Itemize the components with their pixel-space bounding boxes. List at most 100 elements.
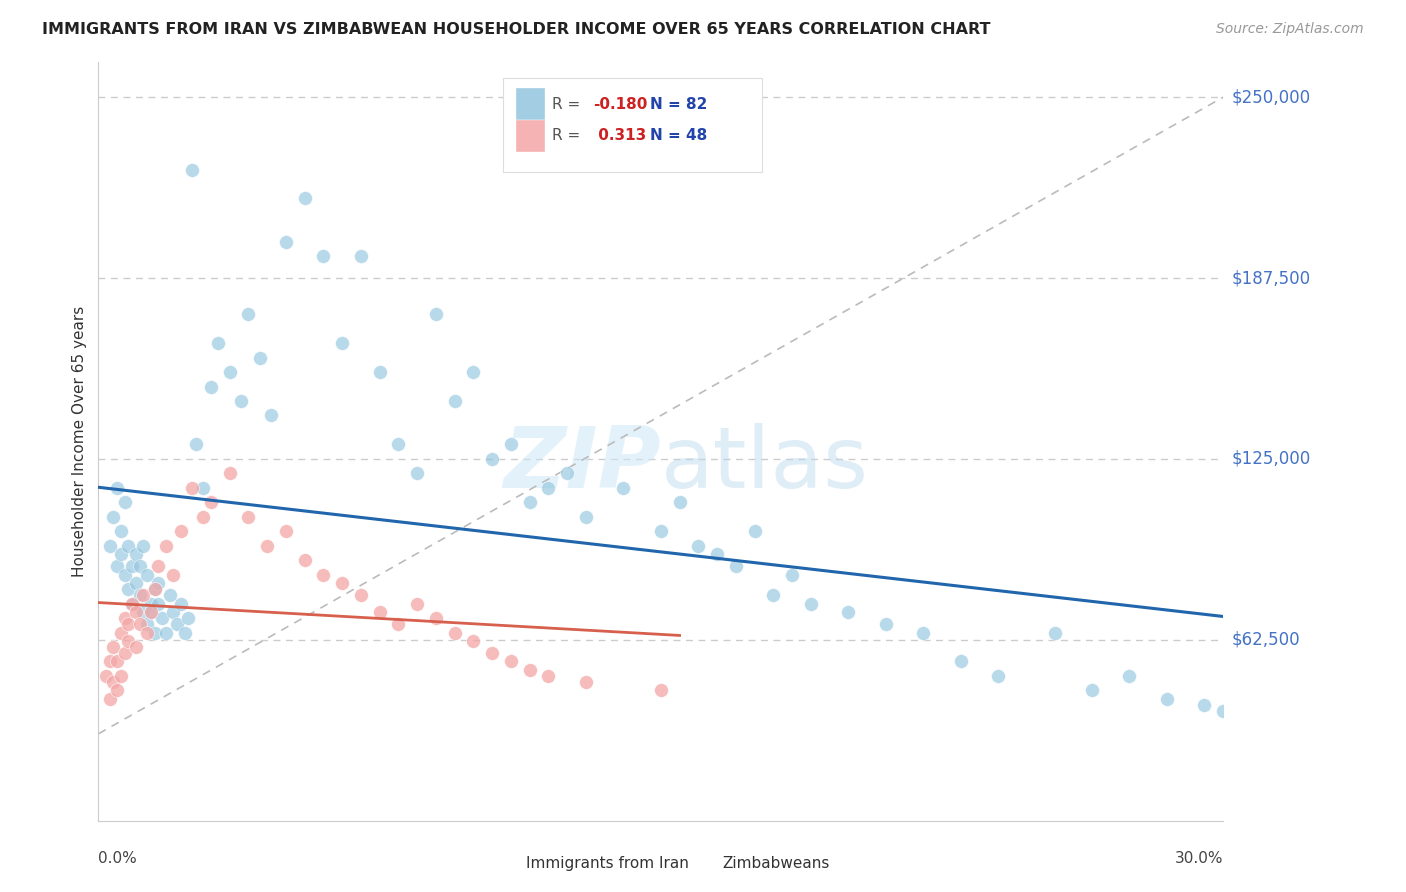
Point	[162, 605, 184, 619]
Point	[519, 495, 541, 509]
Text: 0.0%: 0.0%	[98, 851, 138, 866]
Point	[425, 307, 447, 321]
Point	[173, 625, 195, 640]
Point	[406, 467, 429, 481]
Point	[114, 567, 136, 582]
Point	[117, 539, 139, 553]
Point	[193, 481, 215, 495]
Text: N = 48: N = 48	[650, 128, 707, 144]
Point	[170, 597, 193, 611]
Point	[499, 655, 522, 669]
Point	[98, 692, 121, 706]
Point	[1081, 683, 1104, 698]
Point	[575, 509, 598, 524]
FancyBboxPatch shape	[516, 88, 546, 120]
Point	[706, 548, 728, 562]
Point	[132, 605, 155, 619]
Point	[139, 605, 162, 619]
Point	[294, 191, 316, 205]
Point	[148, 576, 170, 591]
Text: IMMIGRANTS FROM IRAN VS ZIMBABWEAN HOUSEHOLDER INCOME OVER 65 YEARS CORRELATION : IMMIGRANTS FROM IRAN VS ZIMBABWEAN HOUSE…	[42, 22, 991, 37]
Point	[128, 559, 150, 574]
Point	[105, 655, 128, 669]
Point	[105, 683, 128, 698]
Point	[218, 467, 240, 481]
Point	[612, 481, 634, 495]
Point	[837, 605, 859, 619]
Point	[229, 394, 252, 409]
Point	[155, 539, 177, 553]
Point	[184, 437, 207, 451]
Point	[200, 495, 222, 509]
Point	[312, 567, 335, 582]
Point	[121, 597, 143, 611]
Point	[148, 559, 170, 574]
Point	[110, 669, 132, 683]
Point	[110, 625, 132, 640]
Point	[177, 611, 200, 625]
Text: Zimbabweans: Zimbabweans	[723, 856, 830, 871]
Point	[463, 634, 485, 648]
Text: $250,000: $250,000	[1232, 88, 1310, 106]
Point	[143, 582, 166, 596]
Point	[463, 365, 485, 379]
Point	[312, 249, 335, 263]
Point	[128, 616, 150, 631]
Point	[650, 524, 672, 539]
Text: R =: R =	[551, 96, 585, 112]
Point	[1212, 704, 1234, 718]
Point	[1156, 692, 1178, 706]
Point	[274, 524, 297, 539]
Point	[238, 307, 260, 321]
Point	[425, 611, 447, 625]
Y-axis label: Householder Income Over 65 years: Householder Income Over 65 years	[72, 306, 87, 577]
Point	[987, 669, 1010, 683]
FancyBboxPatch shape	[495, 850, 523, 878]
Point	[575, 674, 598, 689]
Point	[481, 451, 503, 466]
Point	[136, 625, 159, 640]
Point	[912, 625, 935, 640]
Point	[537, 481, 560, 495]
Point	[350, 249, 373, 263]
Point	[443, 625, 465, 640]
Point	[668, 495, 690, 509]
Point	[274, 235, 297, 249]
Point	[443, 394, 465, 409]
Text: -0.180: -0.180	[593, 96, 648, 112]
Point	[260, 409, 283, 423]
Point	[139, 605, 162, 619]
Point	[387, 616, 409, 631]
Point	[1194, 698, 1216, 712]
Point	[125, 548, 148, 562]
Point	[207, 336, 229, 351]
Point	[724, 559, 747, 574]
Point	[136, 567, 159, 582]
Point	[200, 379, 222, 393]
Point	[537, 669, 560, 683]
Text: 30.0%: 30.0%	[1175, 851, 1223, 866]
Text: Source: ZipAtlas.com: Source: ZipAtlas.com	[1216, 22, 1364, 37]
Point	[103, 674, 125, 689]
Point	[688, 539, 710, 553]
Point	[519, 663, 541, 677]
Point	[105, 559, 128, 574]
Point	[143, 625, 166, 640]
FancyBboxPatch shape	[516, 120, 546, 152]
Point	[193, 509, 215, 524]
Point	[481, 646, 503, 660]
Text: $187,500: $187,500	[1232, 269, 1310, 287]
Point	[350, 588, 373, 602]
Text: $125,000: $125,000	[1232, 450, 1310, 468]
Point	[555, 467, 578, 481]
Point	[155, 625, 177, 640]
Point	[114, 646, 136, 660]
Point	[330, 576, 353, 591]
Point	[744, 524, 766, 539]
Point	[181, 481, 204, 495]
Point	[125, 576, 148, 591]
Point	[114, 495, 136, 509]
Point	[114, 611, 136, 625]
Point	[110, 548, 132, 562]
Point	[238, 509, 260, 524]
